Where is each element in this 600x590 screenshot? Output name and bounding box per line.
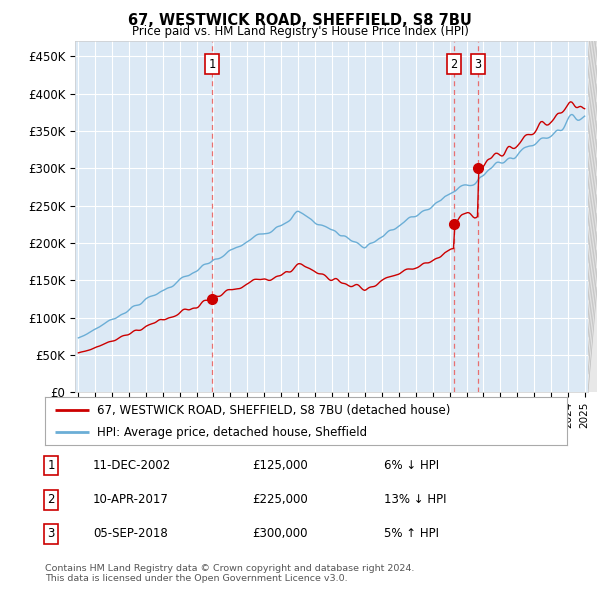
Text: HPI: Average price, detached house, Sheffield: HPI: Average price, detached house, Shef… [97,426,367,439]
Text: 10-APR-2017: 10-APR-2017 [93,493,169,506]
Text: 1: 1 [209,58,216,71]
Text: £300,000: £300,000 [252,527,308,540]
Text: 6% ↓ HPI: 6% ↓ HPI [384,459,439,472]
Text: 11-DEC-2002: 11-DEC-2002 [93,459,171,472]
Text: Price paid vs. HM Land Registry's House Price Index (HPI): Price paid vs. HM Land Registry's House … [131,25,469,38]
Text: £125,000: £125,000 [252,459,308,472]
Text: 1: 1 [47,459,55,472]
Text: 3: 3 [475,58,482,71]
Text: 2: 2 [47,493,55,506]
Text: 3: 3 [47,527,55,540]
Text: 67, WESTWICK ROAD, SHEFFIELD, S8 7BU (detached house): 67, WESTWICK ROAD, SHEFFIELD, S8 7BU (de… [97,404,451,417]
Text: 5% ↑ HPI: 5% ↑ HPI [384,527,439,540]
Text: Contains HM Land Registry data © Crown copyright and database right 2024.
This d: Contains HM Land Registry data © Crown c… [45,563,415,583]
Text: 2: 2 [451,58,458,71]
Text: 67, WESTWICK ROAD, SHEFFIELD, S8 7BU: 67, WESTWICK ROAD, SHEFFIELD, S8 7BU [128,13,472,28]
Text: 05-SEP-2018: 05-SEP-2018 [93,527,168,540]
Text: 13% ↓ HPI: 13% ↓ HPI [384,493,446,506]
Text: £225,000: £225,000 [252,493,308,506]
